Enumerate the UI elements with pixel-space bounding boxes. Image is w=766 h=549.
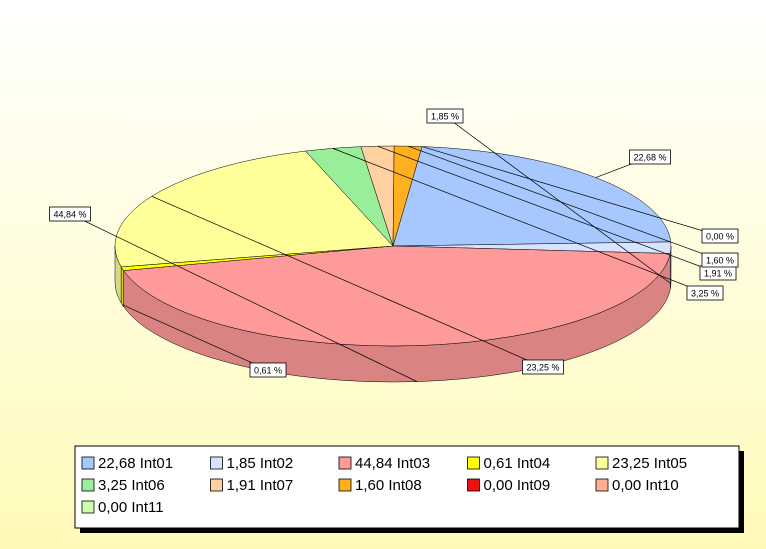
legend-swatch <box>595 456 609 470</box>
legend-label: 23,25 Int05 <box>612 455 687 472</box>
leader-line <box>421 146 721 237</box>
legend-label: 22,68 Int01 <box>98 455 173 472</box>
legend-name: Int09 <box>517 477 550 494</box>
legend-name: Int02 <box>260 455 293 472</box>
leader-line <box>408 145 721 261</box>
legend-name: Int01 <box>140 455 173 472</box>
legend-name: Int07 <box>260 477 293 494</box>
legend-name: Int10 <box>645 477 678 494</box>
legend-value: 1,91 <box>227 477 256 494</box>
legend-swatch <box>338 456 352 470</box>
legend-name: Int03 <box>397 455 430 472</box>
slice <box>123 245 671 347</box>
label-box <box>629 149 671 165</box>
legend-swatch <box>81 478 95 492</box>
label-box <box>701 228 739 244</box>
legend-name: Int08 <box>388 477 421 494</box>
label-box <box>49 206 91 222</box>
legend-value: 0,61 <box>484 455 513 472</box>
leader-line <box>332 148 706 294</box>
legend-name: Int04 <box>517 455 550 472</box>
leader-line <box>69 213 418 382</box>
label-box <box>249 362 287 378</box>
legend-value: 22,68 <box>98 455 136 472</box>
legend-swatch <box>210 478 223 492</box>
slice <box>392 146 672 247</box>
slice-side <box>120 265 124 308</box>
legend-name: Int05 <box>654 455 687 472</box>
legend-value: 1,60 <box>355 477 384 494</box>
label-box <box>522 359 564 375</box>
data-label: 0,61 % <box>254 365 282 375</box>
data-label: 1,85 % <box>431 111 459 121</box>
legend-swatch <box>210 456 223 470</box>
legend-label: 0,61 Int04 <box>484 455 551 472</box>
data-label: 1,60 % <box>706 255 734 265</box>
leader-line <box>377 145 719 274</box>
legend-label: 1,85 Int02 <box>227 455 294 472</box>
legend-label: 0,00 Int10 <box>612 477 679 494</box>
legend-swatch <box>467 478 480 492</box>
legend-value: 44,84 <box>355 455 393 472</box>
legend-value: 0,00 <box>98 499 127 516</box>
data-label: 0,00 % <box>706 231 734 241</box>
legend-swatch <box>595 478 609 492</box>
legend-swatch <box>81 456 95 470</box>
legend-value: 0,00 <box>612 477 641 494</box>
label-box <box>701 252 739 268</box>
legend-value: 1,85 <box>227 455 256 472</box>
legend-value: 23,25 <box>612 455 650 472</box>
label-box <box>686 285 724 301</box>
legend-label: 44,84 Int03 <box>355 455 430 472</box>
legend-label: 1,60 Int08 <box>355 477 422 494</box>
data-label: 44,84 % <box>53 209 86 219</box>
legend-name: Int06 <box>131 477 164 494</box>
data-label: 23,25 % <box>526 362 559 372</box>
legend-swatch <box>338 478 352 492</box>
label-box <box>426 108 464 124</box>
legend-label: 3,25 Int06 <box>98 477 165 494</box>
legend-swatch <box>467 456 480 470</box>
data-label: 22,68 % <box>633 152 666 162</box>
data-label: 3,25 % <box>691 288 719 298</box>
legend-label: 1,91 Int07 <box>227 477 294 494</box>
legend-label: 0,00 Int09 <box>484 477 551 494</box>
leader-line <box>122 304 269 371</box>
legend-name: Int11 <box>131 499 163 516</box>
legend-label: 0,00 Int11 <box>98 499 164 516</box>
legend-value: 3,25 <box>98 477 127 494</box>
legend-value: 0,00 <box>484 477 513 494</box>
legend-box <box>74 445 740 529</box>
data-label: 1,91 % <box>704 268 732 278</box>
legend-swatch <box>81 500 95 514</box>
leader-line <box>151 195 544 368</box>
leader-line <box>444 115 672 285</box>
